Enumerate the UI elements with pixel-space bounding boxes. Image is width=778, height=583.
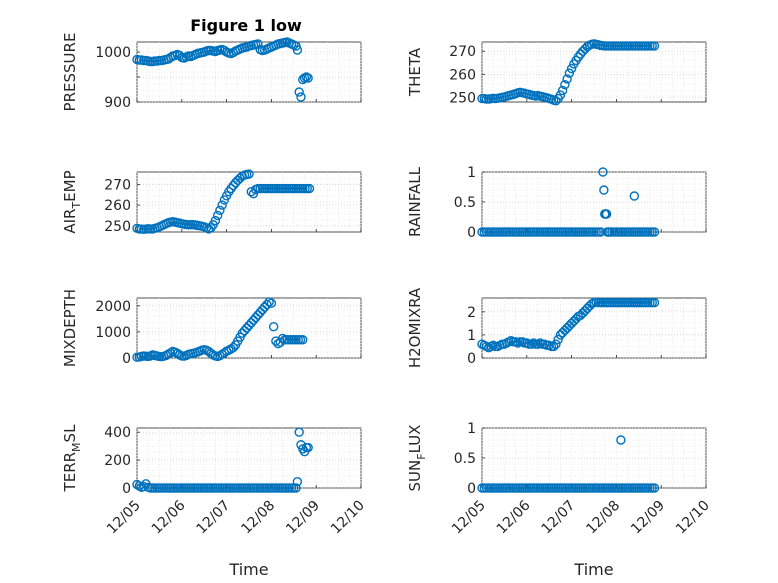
x-tick-label: 12/10 (328, 498, 368, 538)
data-point (649, 41, 660, 51)
x-tick-label: 12/05 (449, 498, 489, 538)
data-point (557, 85, 568, 96)
data-point (560, 79, 570, 90)
data-point (296, 92, 306, 102)
data-point (294, 427, 304, 437)
data-point (291, 483, 301, 493)
data-point (304, 183, 315, 194)
y-tick-label: 2000 (95, 299, 131, 315)
data-point (217, 200, 227, 210)
y-tick-label: 900 (104, 95, 131, 111)
subplot-mixdepth: 0 1000 2000 MIXDEPTH (61, 289, 362, 367)
y-tick-label: 250 (449, 90, 476, 106)
data-point (564, 68, 575, 78)
x-tick-label: 12/09 (283, 498, 323, 538)
x-tick-label: 12/06 (149, 497, 189, 537)
data-point (303, 73, 313, 83)
subplot-airtemp: 250 260 270 AIRTEMP (61, 169, 362, 235)
subplot-sunflux: 0 0.5 1 12/05 12/06 12/07 12/08 12/09 12/10 SUNFL… (406, 421, 713, 579)
y-axis-label: PRESSURE (61, 33, 79, 112)
y-tick-label: 0 (467, 351, 476, 367)
x-axis-label: Time (573, 560, 613, 579)
y-axis-label: RAINFALL (406, 166, 424, 237)
data-point (649, 483, 660, 493)
data-point (599, 185, 609, 195)
data-point (268, 321, 279, 332)
y-axis-label: THETA (406, 47, 424, 97)
y-tick-label: 270 (104, 177, 131, 193)
subplot-h2omixra: 0 1 2 H2OMIXRA (406, 287, 707, 368)
data-point (292, 45, 303, 55)
x-axis-label: Time (228, 560, 268, 579)
data-point (566, 63, 577, 74)
x-tick-label: 12/10 (673, 498, 713, 538)
y-axis-label: SUNFLUX (406, 425, 428, 492)
y-tick-label: 260 (449, 67, 476, 83)
x-tick-label: 12/05 (104, 498, 144, 538)
y-axis-label: MIXDEPTH (61, 289, 79, 367)
x-tick-label: 12/08 (238, 498, 278, 538)
data-point (616, 435, 626, 445)
x-tick-label: 12/07 (539, 498, 579, 538)
data-point (629, 191, 640, 201)
y-tick-label: 0 (122, 481, 131, 497)
y-tick-label: 1 (467, 421, 476, 437)
data-point (649, 227, 660, 237)
subplot-terrmsl: 0 200 400 12/05 12/06 12/07 12/08 12/09 12/10 TER… (61, 424, 368, 579)
y-tick-label: 260 (104, 198, 131, 214)
data-point (139, 481, 149, 492)
data-point (649, 297, 660, 308)
data-point (291, 41, 301, 51)
data-point (174, 50, 185, 61)
data-point (292, 477, 303, 487)
data-point (294, 87, 304, 97)
figure-title: Figure 1 low (190, 16, 302, 35)
x-tick-label: 12/08 (583, 498, 623, 538)
data-point (598, 167, 608, 177)
subplot-theta: 250 260 270 THETA (406, 39, 707, 106)
data-point (303, 442, 313, 453)
x-tick-label: 12/09 (628, 498, 668, 538)
x-tick-label: 12/07 (194, 498, 234, 538)
data-point (555, 90, 566, 100)
y-tick-label: 200 (104, 453, 131, 469)
y-tick-label: 0 (467, 481, 476, 497)
data-point (548, 341, 559, 352)
y-tick-label: 270 (449, 44, 476, 60)
data-point (212, 210, 223, 221)
y-axis-label: H2OMIXRA (406, 287, 424, 368)
data-point (551, 96, 561, 106)
y-tick-label: 2 (467, 305, 476, 321)
data-point (298, 335, 308, 345)
y-tick-label: 0.5 (454, 451, 476, 467)
y-tick-label: 1 (467, 165, 476, 181)
subplot-pressure: 900 1000 PRESSURE (61, 33, 362, 112)
y-tick-label: 1 (467, 328, 476, 344)
data-point (601, 209, 612, 219)
y-tick-label: 0 (467, 225, 476, 241)
data-point (553, 334, 563, 345)
x-tick-label: 12/06 (494, 497, 534, 537)
data-point (215, 205, 225, 215)
y-axis-label: AIRTEMP (61, 170, 83, 233)
subplot-rainfall: 0 0.5 1 RAINFALL (406, 165, 707, 241)
data-point (266, 298, 277, 308)
y-axis-label: TERRMSL (61, 424, 83, 493)
data-point (228, 342, 239, 353)
data-point (210, 215, 221, 226)
data-point (551, 339, 561, 349)
y-tick-label: 1000 (95, 45, 131, 61)
data-point (262, 299, 272, 310)
data-point (244, 169, 254, 179)
y-tick-label: 250 (104, 219, 131, 235)
y-tick-label: 0 (122, 351, 131, 367)
data-point (562, 74, 572, 84)
y-tick-label: 1000 (95, 325, 131, 341)
y-tick-label: 400 (104, 425, 131, 441)
data-point (253, 39, 263, 49)
data-point (134, 481, 144, 491)
y-tick-label: 0.5 (454, 195, 476, 211)
